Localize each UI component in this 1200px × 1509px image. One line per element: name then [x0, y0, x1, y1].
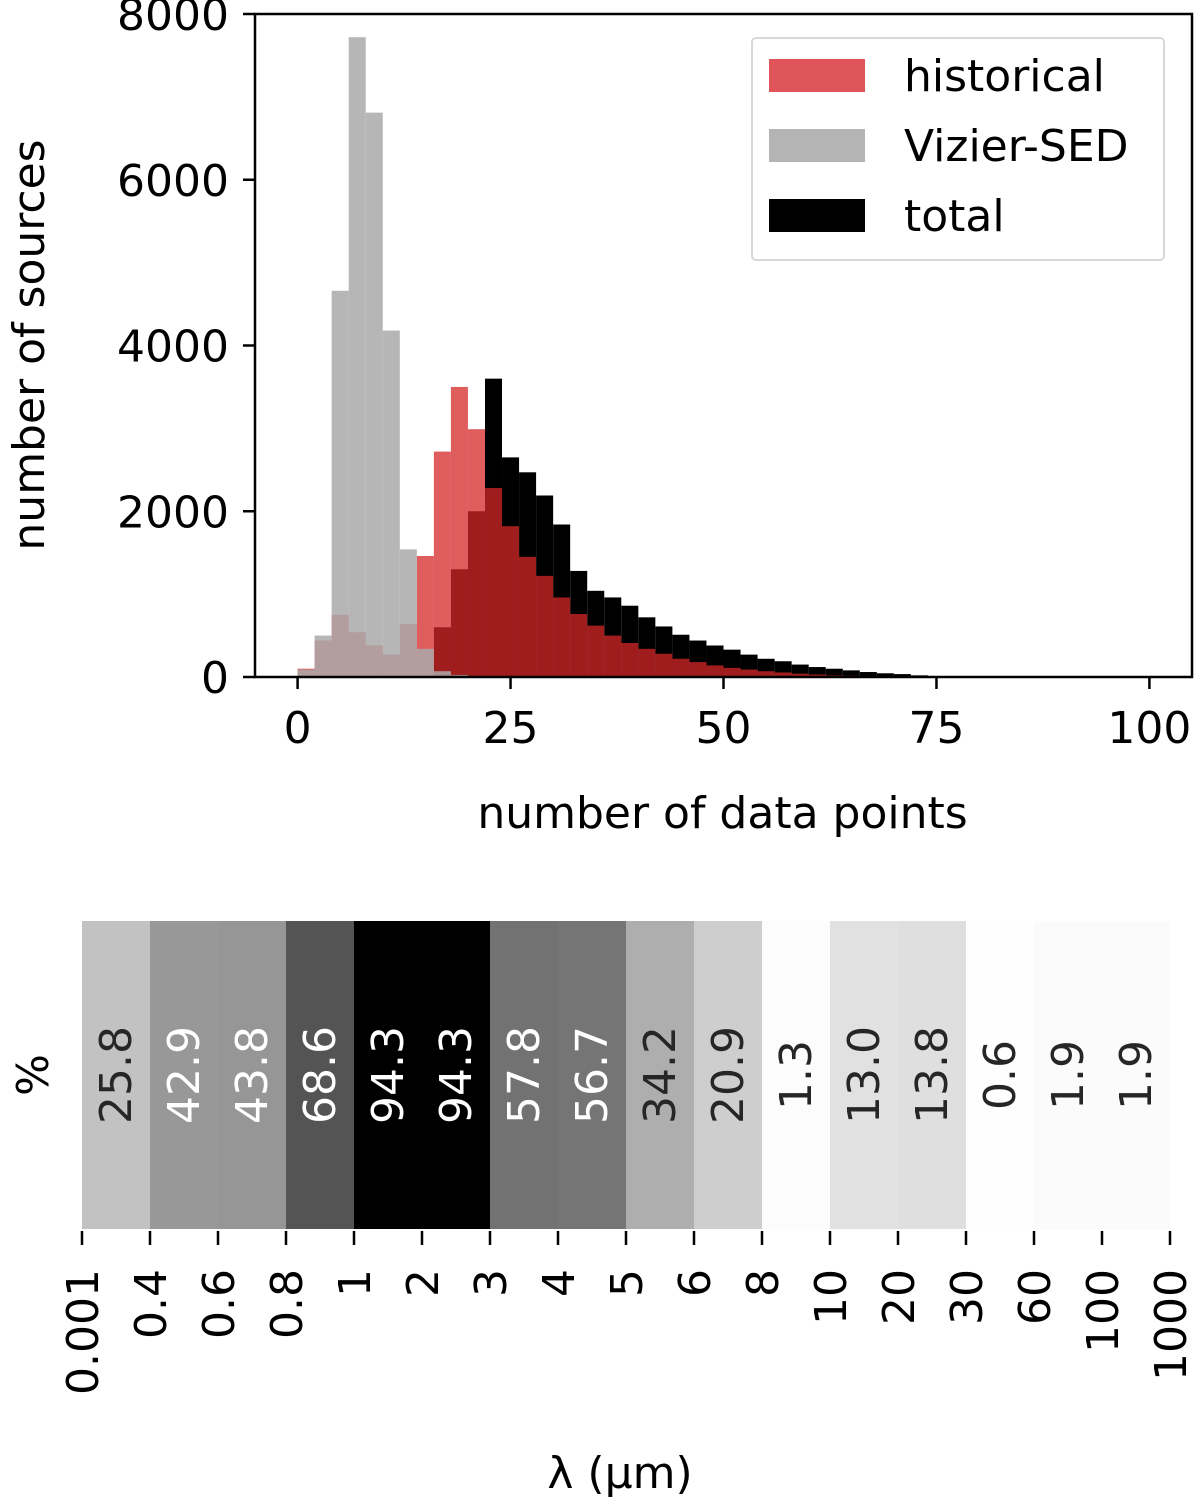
- wavelength-heatmap: 25.8 42.9 43.8 68.6 94.3 94.3 57.8 56.7 34.2 20.9…: [8, 921, 1197, 1499]
- y-tick-label: 6000: [117, 156, 229, 207]
- histogram-bar: [621, 643, 638, 677]
- histogram-bar: [332, 291, 349, 677]
- y-tick-label: 4000: [117, 322, 229, 373]
- heatmap-cell-value: 1.3: [771, 1040, 822, 1110]
- histogram-bar: [672, 659, 689, 677]
- histogram-bar: [468, 429, 485, 677]
- histogram-bar: [706, 665, 723, 677]
- x-tick-label: 0.8: [262, 1269, 313, 1339]
- x-axis-title: λ (μm): [547, 1448, 692, 1499]
- histogram-bar: [400, 549, 417, 677]
- x-tick-label: 4: [534, 1269, 585, 1297]
- legend-swatch: [769, 59, 865, 92]
- histogram-bar: [519, 557, 536, 677]
- histogram-bar: [366, 113, 383, 677]
- x-tick-label: 5: [602, 1269, 653, 1297]
- heatmap-cell-value: 13.8: [907, 1026, 958, 1124]
- heatmap-cell-value: 57.8: [499, 1026, 550, 1124]
- histogram-bar: [315, 636, 332, 677]
- heatmap-cell-value: 56.7: [567, 1026, 618, 1124]
- heatmap-cell-value: 43.8: [227, 1026, 278, 1124]
- x-tick-label: 8: [738, 1269, 789, 1297]
- histogram-bar: [638, 649, 655, 677]
- x-tick-label: 1: [330, 1269, 381, 1297]
- legend-swatch: [769, 199, 865, 232]
- legend: historical Vizier-SED total: [752, 38, 1164, 260]
- heatmap-cell-value: 94.3: [363, 1026, 414, 1124]
- histogram-bar: [502, 526, 519, 677]
- x-tick-label: 10: [806, 1269, 857, 1325]
- heatmap-cell-value: 1.9: [1043, 1040, 1094, 1110]
- x-tick-label: 0.6: [194, 1269, 245, 1339]
- histogram-bar: [536, 576, 553, 677]
- histogram-bar: [570, 614, 587, 677]
- histogram-bar: [417, 649, 434, 677]
- histogram-bar: [349, 37, 366, 677]
- x-tick-label: 0.001: [58, 1269, 109, 1395]
- x-tick-label: 25: [483, 703, 539, 754]
- histogram-bar: [485, 488, 502, 677]
- heatmap-cell-value: 25.8: [91, 1026, 142, 1124]
- x-tick-label: 30: [942, 1269, 993, 1325]
- heatmap-cell-value: 68.6: [295, 1026, 346, 1124]
- heatmap-cell-value: 0.6: [975, 1040, 1026, 1110]
- x-tick-label: 2: [398, 1269, 449, 1297]
- heatmap-cell-value: 94.3: [431, 1026, 482, 1124]
- x-tick-label: 100: [1078, 1269, 1129, 1353]
- heatmap-cell-value: 13.0: [839, 1026, 890, 1124]
- heatmap-cell-value: 20.9: [703, 1026, 754, 1124]
- histogram-bar: [689, 662, 706, 677]
- histogram-bar: [451, 387, 468, 677]
- x-axis-title: number of data points: [477, 788, 967, 839]
- y-tick-label: 2000: [117, 487, 229, 538]
- histogram-chart: 0 25 50 75 100 0 2000 4000 6000 8000 number of dat…: [4, 0, 1192, 839]
- x-tick-label: 100: [1107, 703, 1191, 754]
- x-tick-label: 75: [908, 703, 964, 754]
- x-tick-label: 6: [670, 1269, 721, 1297]
- x-tick-label: 0: [284, 703, 312, 754]
- histogram-bar: [604, 636, 621, 677]
- x-tick-label: 60: [1010, 1269, 1061, 1325]
- y-axis-title: number of sources: [4, 139, 55, 550]
- y-axis-title: %: [8, 1054, 59, 1096]
- x-tick-label: 20: [874, 1269, 925, 1325]
- legend-label: historical: [904, 51, 1105, 102]
- x-tick-label: 0.4: [126, 1269, 177, 1339]
- y-tick-label: 8000: [117, 0, 229, 41]
- x-tick-label: 50: [696, 703, 752, 754]
- histogram-bar: [553, 597, 570, 677]
- x-tick-label: 3: [466, 1269, 517, 1297]
- heatmap-cell-value: 34.2: [635, 1026, 686, 1124]
- x-tick-label: 1000: [1146, 1269, 1197, 1381]
- histogram-bar: [383, 331, 400, 677]
- heatmap-cell-value: 42.9: [159, 1026, 210, 1124]
- legend-label: Vizier-SED: [904, 121, 1129, 172]
- heatmap-cell-value: 1.9: [1111, 1040, 1162, 1110]
- histogram-bar: [587, 626, 604, 677]
- histogram-bar: [434, 452, 451, 677]
- y-tick-label: 0: [201, 653, 229, 704]
- legend-swatch: [769, 129, 865, 162]
- histogram-bar: [655, 654, 672, 677]
- histogram-bar: [724, 668, 741, 677]
- legend-label: total: [904, 191, 1005, 242]
